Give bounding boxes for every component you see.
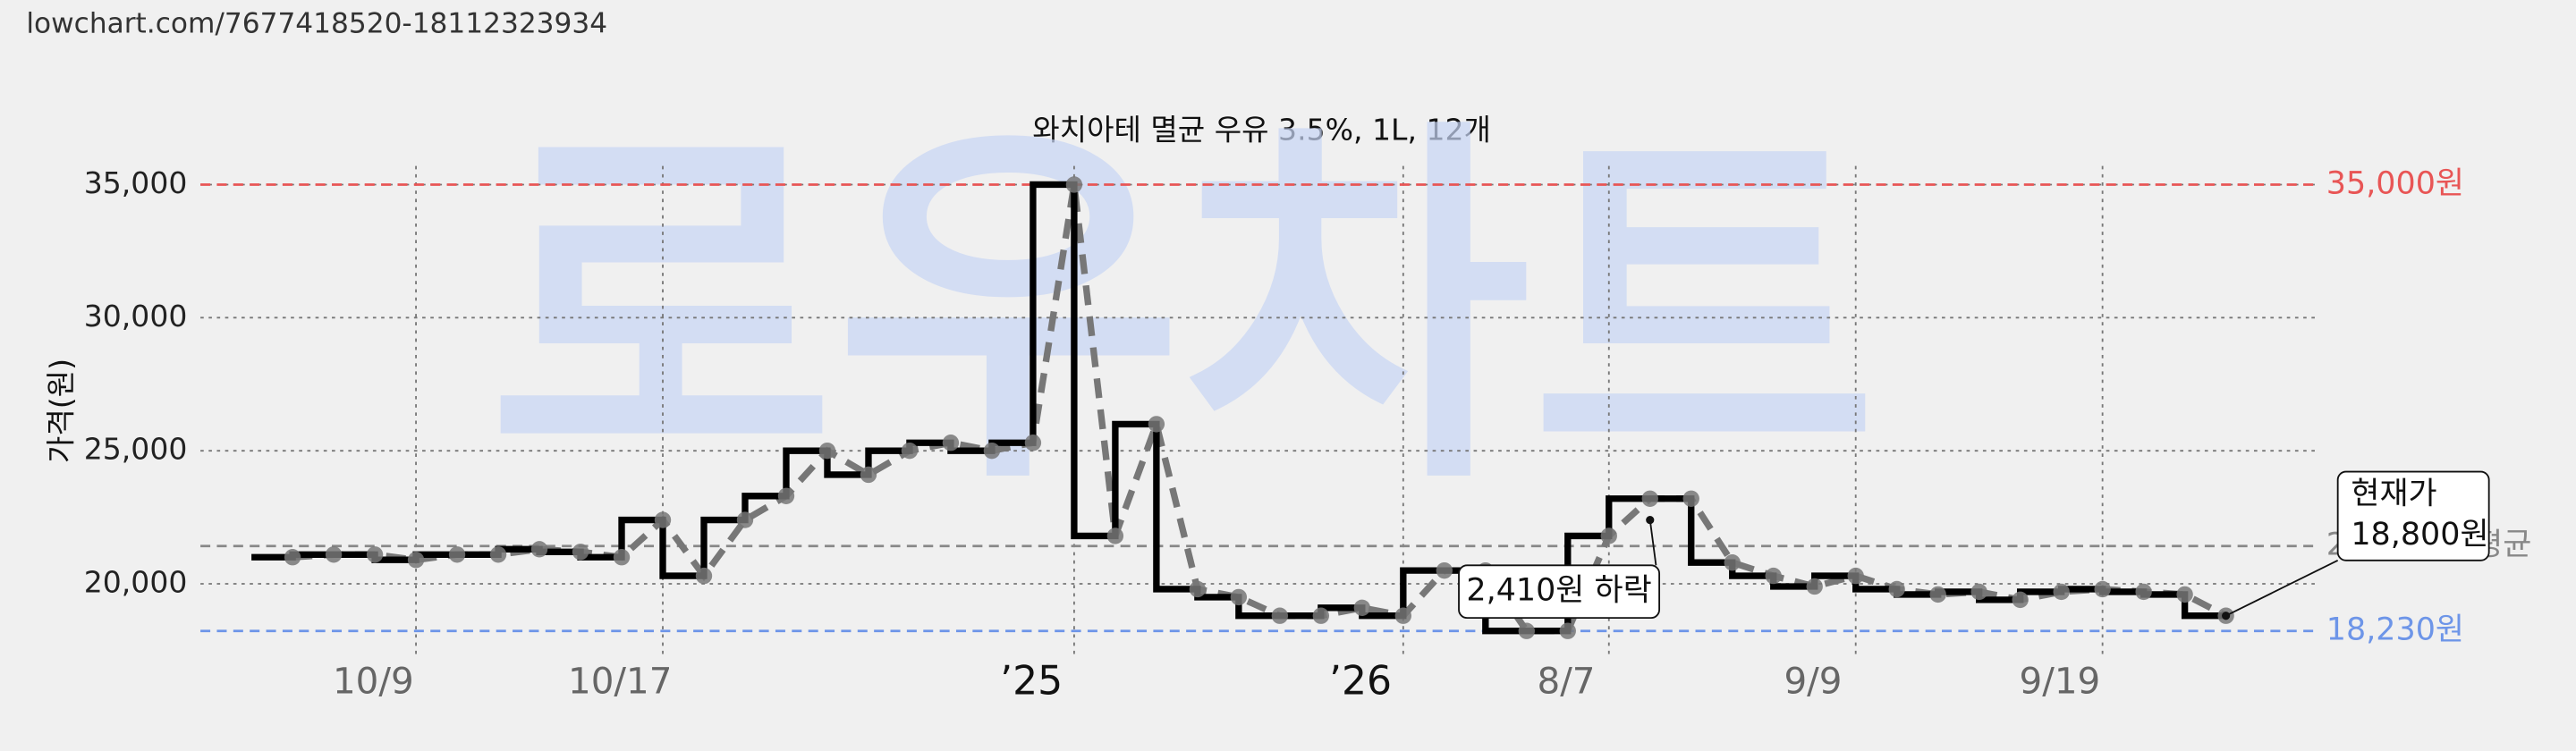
price-point [448, 546, 466, 563]
price-point [2094, 580, 2111, 598]
x-tick-label: 9/9 [1784, 660, 1842, 703]
annotation-box [2336, 470, 2490, 561]
price-point [1106, 527, 1124, 544]
price-point [613, 549, 631, 566]
price-point [1970, 583, 1987, 601]
arrow-head [1646, 515, 1655, 525]
url: lowchart.com/7677418520-18112323934 [26, 8, 607, 40]
y-tick-label: 20,000 [84, 565, 188, 600]
reference-label: 35,000원 [2326, 165, 2464, 201]
price-point [695, 567, 713, 585]
chart-title: 와치아테 멸균 우유 3.5%, 1L, 12개 [1032, 113, 1491, 148]
annotation-text: 2,410원 하락 [1466, 573, 1651, 609]
price-point [2012, 591, 2029, 609]
price-point [325, 546, 343, 563]
price-point [1271, 607, 1289, 624]
annotation-box [1458, 564, 1661, 620]
price-point [1559, 622, 1576, 639]
x-tick-label: ’25 [1000, 659, 1063, 705]
price-point [901, 442, 919, 460]
annotation-arrow [1648, 519, 1657, 566]
x-tick-label: 8/7 [1538, 660, 1596, 703]
x-tick-label: 9/19 [2020, 660, 2101, 703]
price-point [1847, 567, 1864, 585]
price-point [654, 511, 672, 528]
price-point [284, 549, 301, 566]
price-point [1888, 580, 1905, 598]
price-point [1600, 527, 1617, 544]
price-point [860, 466, 877, 484]
price-point [1518, 622, 1535, 639]
x-tick-label: 10/17 [568, 660, 672, 703]
price-point [2053, 583, 2070, 601]
price-point [942, 435, 960, 451]
price-point [1024, 435, 1042, 451]
annotation-text: 18,800원 [2351, 517, 2488, 553]
price-point [983, 442, 1001, 460]
price-point [1929, 586, 1946, 603]
price-point [1312, 607, 1330, 624]
x-tick-label: 10/9 [333, 660, 414, 703]
price-point [1641, 490, 1658, 507]
arrow-head [2222, 612, 2231, 620]
price-point [1353, 599, 1371, 616]
price-point [489, 546, 507, 563]
x-tick-label: ’26 [1329, 659, 1392, 705]
price-point [736, 511, 754, 528]
price-point [572, 544, 589, 561]
price-point [777, 487, 795, 504]
price-point [1436, 561, 1453, 579]
price-point [1724, 554, 1741, 571]
price-point [407, 552, 425, 569]
price-point [1682, 490, 1699, 507]
y-tick-label: 30,000 [84, 299, 188, 333]
annotation-arrow [2225, 559, 2339, 617]
price-point [366, 546, 384, 563]
watermark: 로우차트 [487, 89, 1878, 529]
price-point [530, 541, 548, 558]
price-point [1394, 607, 1412, 624]
price-point [1230, 588, 1248, 606]
price-point [1806, 578, 1823, 595]
price-point [2135, 583, 2152, 601]
price-point [1065, 176, 1083, 193]
y-axis-label: 가격(원) [43, 359, 78, 463]
price-point [1765, 567, 1782, 585]
reference-label: 18,230원 [2326, 612, 2464, 648]
y-tick-label: 25,000 [84, 432, 188, 467]
annotation-text: 현재가 [2351, 476, 2436, 511]
price-point [818, 442, 836, 460]
price-point [2176, 586, 2193, 603]
price-point [1189, 580, 1207, 598]
price-point [1148, 416, 1165, 433]
y-tick-label: 35,000 [84, 165, 188, 200]
